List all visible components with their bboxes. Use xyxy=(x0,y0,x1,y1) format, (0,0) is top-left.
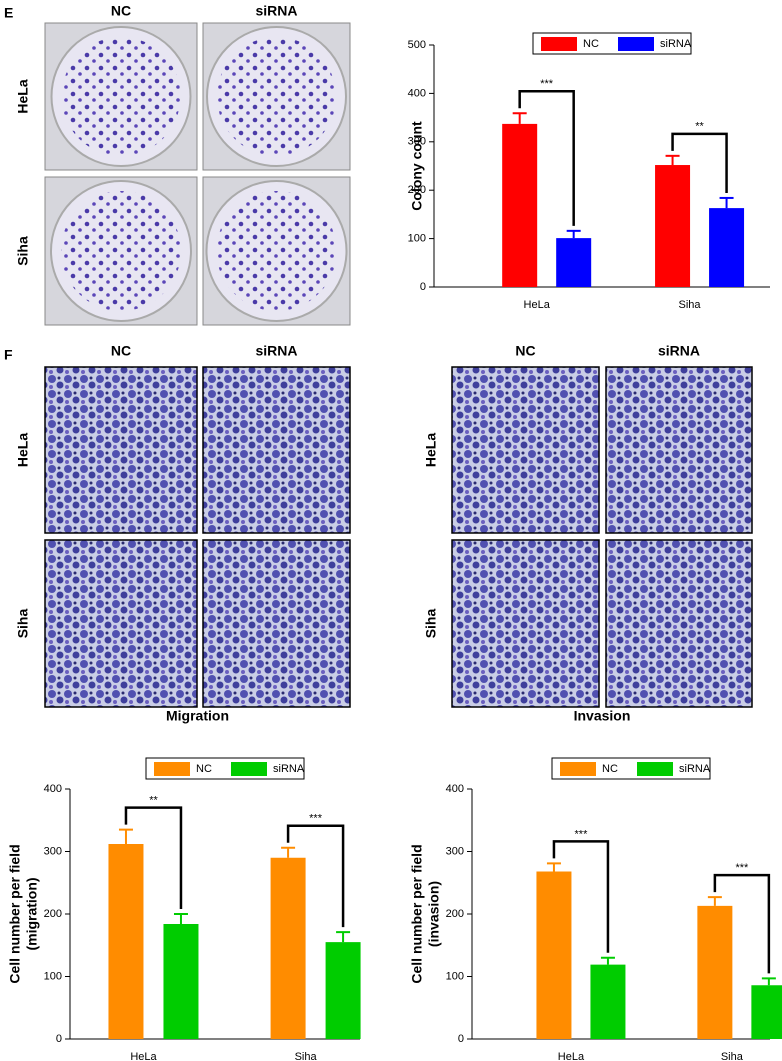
bar xyxy=(556,238,592,287)
legend-label: NC xyxy=(196,763,212,775)
bar xyxy=(590,964,626,1039)
significance-label: *** xyxy=(575,828,589,840)
y-tick-label: 400 xyxy=(44,783,62,795)
transwell-photo xyxy=(202,539,351,708)
x-tick-label: HeLa xyxy=(558,1051,585,1061)
y-tick-label: 0 xyxy=(56,1033,62,1045)
colonies xyxy=(61,37,181,156)
significance-bracket xyxy=(552,840,610,953)
column-label: siRNA xyxy=(255,343,297,359)
significance-label: ** xyxy=(149,795,158,807)
row-label: Siha xyxy=(15,609,31,639)
transwell-photo xyxy=(44,539,198,708)
y-tick-label: 300 xyxy=(408,136,426,148)
legend-swatch xyxy=(618,37,654,51)
bar xyxy=(108,844,144,1039)
y-tick-label: 200 xyxy=(44,908,62,920)
y-tick-label: 100 xyxy=(446,970,464,982)
x-tick-label: Siha xyxy=(295,1051,318,1061)
row-label: HeLa xyxy=(423,433,439,467)
legend-label: siRNA xyxy=(679,763,711,775)
y-axis-label: (invasion) xyxy=(426,881,442,947)
colonies xyxy=(217,37,336,156)
y-tick-label: 400 xyxy=(446,783,464,795)
legend-swatch xyxy=(637,762,673,776)
significance-bracket xyxy=(518,89,575,226)
column-label: NC xyxy=(111,343,131,359)
bar xyxy=(655,165,691,287)
y-tick-label: 400 xyxy=(408,87,426,99)
column-label: siRNA xyxy=(658,343,700,359)
bar xyxy=(751,985,782,1039)
legend-swatch xyxy=(231,762,267,776)
y-axis-label: (migration) xyxy=(24,877,40,950)
significance-label: *** xyxy=(540,78,554,90)
significance-bracket xyxy=(286,824,345,928)
y-tick-label: 0 xyxy=(458,1033,464,1045)
x-tick-label: Siha xyxy=(721,1051,744,1061)
y-tick-label: 100 xyxy=(44,970,62,982)
bar xyxy=(709,208,745,287)
row-label: Siha xyxy=(423,609,439,639)
caption: Migration xyxy=(166,708,229,724)
transwell-photo xyxy=(451,539,600,708)
transwell-photo xyxy=(202,366,351,534)
row-label: HeLa xyxy=(15,433,31,467)
caption: Invasion xyxy=(574,708,631,724)
y-axis-label: Cell number per field xyxy=(7,844,23,983)
y-tick-label: 200 xyxy=(408,184,426,196)
y-tick-label: 300 xyxy=(44,845,62,857)
y-tick-label: 0 xyxy=(420,281,426,293)
column-label: NC xyxy=(111,3,131,19)
legend-label: NC xyxy=(583,38,599,50)
x-tick-label: HeLa xyxy=(524,299,551,311)
transwell-photo xyxy=(605,366,753,534)
y-tick-label: 100 xyxy=(408,233,426,245)
significance-label: ** xyxy=(695,121,704,133)
bar xyxy=(163,924,199,1039)
significance-label: *** xyxy=(309,813,323,825)
transwell-photo xyxy=(605,539,753,708)
row-label: HeLa xyxy=(15,79,31,113)
panel-label: F xyxy=(4,347,13,363)
y-axis-label: Colony count xyxy=(409,121,425,211)
significance-bracket xyxy=(671,132,728,193)
legend-swatch xyxy=(541,37,577,51)
bar xyxy=(270,857,306,1039)
colonies xyxy=(216,191,337,311)
significance-bracket xyxy=(713,873,771,974)
y-tick-label: 500 xyxy=(408,39,426,51)
legend-label: NC xyxy=(602,763,618,775)
column-label: NC xyxy=(515,343,535,359)
y-tick-label: 200 xyxy=(446,908,464,920)
y-tick-label: 300 xyxy=(446,845,464,857)
significance-label: *** xyxy=(735,862,749,874)
x-tick-label: Siha xyxy=(679,299,702,311)
colonies xyxy=(61,191,181,311)
column-label: siRNA xyxy=(255,3,297,19)
legend-label: siRNA xyxy=(273,763,305,775)
significance-bracket xyxy=(124,806,183,909)
bar xyxy=(325,942,361,1039)
x-tick-label: HeLa xyxy=(130,1051,157,1061)
bar xyxy=(502,123,538,287)
legend-swatch xyxy=(560,762,596,776)
bar xyxy=(536,871,572,1039)
legend-swatch xyxy=(154,762,190,776)
transwell-photo xyxy=(451,366,600,534)
row-label: Siha xyxy=(15,236,31,266)
panel-label: E xyxy=(4,5,13,21)
y-axis-label: Cell number per field xyxy=(409,844,425,983)
bar xyxy=(697,905,733,1039)
transwell-photo xyxy=(44,366,198,534)
legend-label: siRNA xyxy=(660,38,692,50)
